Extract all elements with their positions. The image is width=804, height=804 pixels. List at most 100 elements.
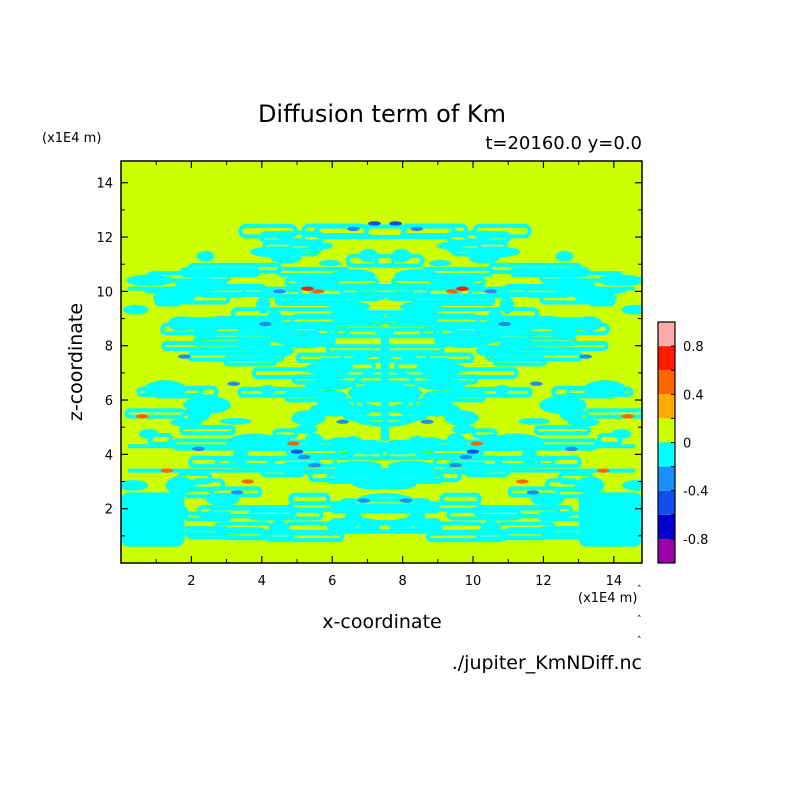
field-spot bbox=[287, 441, 300, 446]
field-blob bbox=[446, 433, 466, 447]
field-blob bbox=[232, 291, 277, 298]
field-spot bbox=[389, 221, 402, 226]
tiny-mark: ˄ bbox=[637, 636, 642, 646]
field-spot bbox=[596, 468, 610, 473]
field-blob bbox=[622, 480, 642, 491]
field-blob bbox=[468, 252, 500, 264]
field-blob bbox=[575, 476, 605, 495]
colorbar-swatch bbox=[658, 322, 675, 347]
field-band bbox=[183, 511, 233, 522]
field-spot bbox=[410, 226, 424, 232]
field-blob bbox=[270, 252, 302, 264]
field-blob bbox=[452, 424, 476, 435]
field-spot bbox=[357, 498, 371, 503]
field-band bbox=[248, 508, 324, 521]
field-spot bbox=[347, 226, 360, 232]
colorbar-tick-label: 0 bbox=[683, 437, 691, 452]
field-blob bbox=[399, 301, 442, 312]
field-blob bbox=[294, 424, 318, 435]
x-tick-label: 8 bbox=[398, 574, 406, 589]
field-spot bbox=[466, 449, 480, 454]
field-blob bbox=[138, 428, 159, 439]
field-blob bbox=[122, 304, 149, 315]
field-band bbox=[180, 267, 261, 278]
field-blob bbox=[547, 316, 567, 332]
field-spot bbox=[565, 446, 578, 452]
field-blob bbox=[521, 447, 538, 466]
field-blob bbox=[330, 269, 376, 282]
field-blob bbox=[126, 274, 174, 287]
field-blob bbox=[437, 241, 464, 250]
y-tick-label: 6 bbox=[105, 394, 113, 409]
field-blob bbox=[121, 480, 148, 491]
x-unit-label: (x1E4 m) bbox=[578, 591, 637, 606]
field-spot bbox=[301, 286, 314, 291]
field-blob bbox=[318, 260, 341, 267]
plot-area bbox=[121, 161, 642, 563]
colorbar bbox=[657, 321, 676, 564]
field-blob bbox=[530, 492, 565, 506]
field-spot bbox=[515, 479, 529, 484]
field-band bbox=[236, 332, 281, 343]
field-blob bbox=[316, 334, 336, 348]
field-blob bbox=[518, 418, 551, 425]
plot-frame bbox=[120, 160, 643, 564]
field-band bbox=[151, 506, 189, 517]
colorbar-tick-label: 0.8 bbox=[683, 340, 704, 355]
colorbar-swatch bbox=[658, 442, 675, 467]
field-spot bbox=[311, 289, 325, 294]
field-band bbox=[584, 408, 642, 419]
field-band bbox=[533, 425, 591, 436]
field-blob bbox=[418, 437, 442, 446]
field-spot bbox=[308, 463, 321, 468]
field-blob bbox=[219, 418, 252, 425]
field-spot bbox=[178, 354, 191, 359]
field-blob bbox=[185, 403, 211, 422]
field-blob bbox=[475, 345, 508, 357]
field-spot bbox=[621, 414, 635, 419]
field-blob bbox=[376, 477, 418, 490]
x-axis-label: x-coordinate bbox=[322, 611, 441, 633]
field-spot bbox=[227, 381, 240, 386]
field-blob bbox=[167, 316, 197, 332]
field-blob bbox=[306, 241, 334, 250]
field-spot bbox=[530, 381, 543, 386]
field-spot bbox=[470, 441, 483, 446]
field-band bbox=[596, 433, 623, 446]
field-blob bbox=[226, 433, 283, 452]
y-tick-label: 2 bbox=[105, 503, 113, 518]
field-band bbox=[364, 224, 456, 239]
y-axis: 2 4 6 8 10 12 14 bbox=[96, 177, 642, 537]
field-blob bbox=[205, 492, 240, 506]
field-band bbox=[492, 355, 547, 367]
x-tick-label: 4 bbox=[258, 574, 266, 589]
field-spot bbox=[241, 479, 255, 484]
colorbar-swatch bbox=[658, 394, 675, 419]
field-blob bbox=[573, 316, 603, 332]
field-blob bbox=[387, 460, 436, 472]
field-blob bbox=[391, 248, 412, 263]
field-blob bbox=[260, 384, 276, 395]
field-band bbox=[472, 223, 532, 239]
field-blob bbox=[493, 291, 538, 298]
field-spot bbox=[273, 289, 286, 294]
field-blob bbox=[262, 345, 295, 357]
field-blob bbox=[143, 380, 187, 399]
field-spot bbox=[192, 446, 205, 452]
field-blob bbox=[358, 248, 379, 263]
colorbar-swatch bbox=[658, 466, 675, 491]
field-blob bbox=[439, 332, 493, 349]
source-filename: ./jupiter_KmNDiff.nc bbox=[452, 652, 642, 674]
field-blob bbox=[407, 511, 426, 524]
field-blob bbox=[328, 437, 352, 446]
colorbar-swatch bbox=[658, 370, 675, 395]
field-spot bbox=[230, 490, 244, 495]
field-blob bbox=[487, 433, 544, 452]
y-tick-label: 10 bbox=[96, 285, 113, 300]
field-spot bbox=[456, 286, 469, 291]
field-band bbox=[446, 508, 522, 521]
field-band bbox=[374, 503, 441, 514]
field-band bbox=[314, 224, 406, 239]
field-band bbox=[439, 492, 482, 505]
field-blob bbox=[394, 269, 440, 282]
